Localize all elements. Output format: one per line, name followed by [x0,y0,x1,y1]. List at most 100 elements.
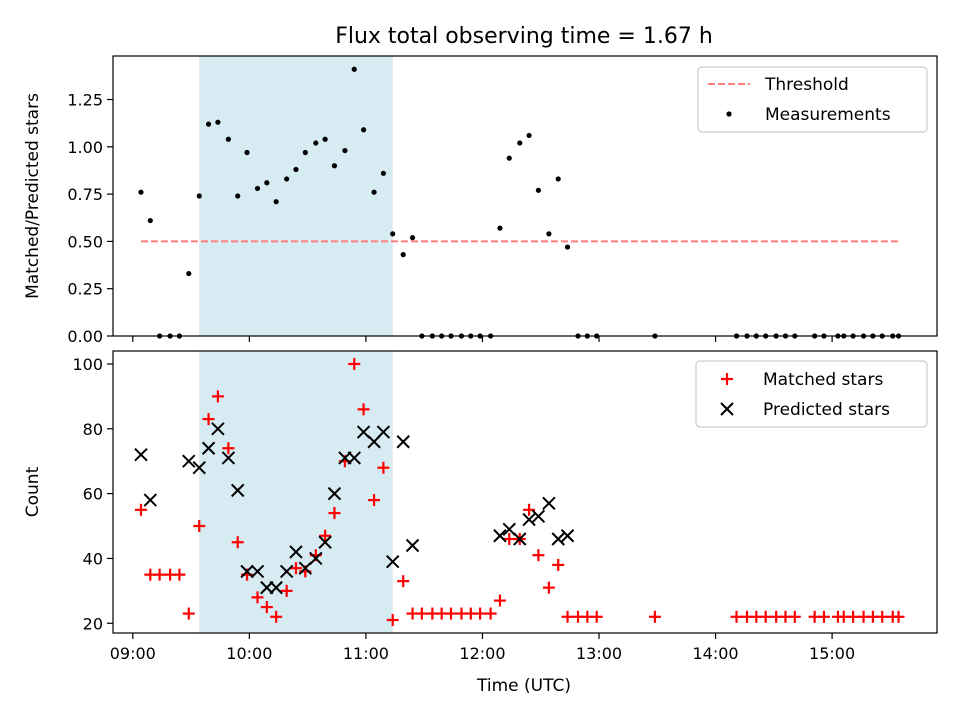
bottom-y-axis: 20 40 60 80 100 [72,355,113,633]
predicted-star-point [289,545,303,559]
measurement-point [535,187,542,193]
bot-y-tick-label: 40 [83,549,103,568]
measurement-point [497,225,503,231]
predicted-star-point [309,551,323,566]
measurement-point [390,231,396,237]
top-y-tick-label: 1.25 [67,91,103,110]
matched-star-point [153,568,166,581]
matched-star-point [289,562,302,575]
measurement-point [313,140,319,146]
matched-star-point [493,594,506,607]
predicted-star-point [269,580,283,595]
x-tick-label: 11:00 [343,644,389,663]
matched-star-point [503,533,516,545]
measurement-point [254,185,261,192]
measurement-point [186,270,192,277]
predicted-star-point [560,529,575,543]
matched-star-point [173,568,186,581]
top-y-tick-label: 0.00 [67,327,103,346]
predicted-star-point [182,454,196,468]
measurement-point [235,193,241,199]
matched-legend-label: Matched stars [763,370,883,390]
matched-legend-swatch [721,373,733,385]
bot-y-tick-label: 60 [83,485,103,504]
matched-star-point [182,607,195,620]
bottom-series-layer [134,357,905,627]
predicted-star-point [542,496,556,511]
measurement-point [546,231,552,237]
matched-star-point [552,558,565,571]
measurement-point [400,252,406,258]
predicted-star-point [240,564,254,579]
top-y-tick-label: 1.00 [67,138,103,157]
x-axis-label: Time (UTC) [476,676,571,696]
x-tick-label: 12:00 [459,644,505,663]
matched-star-point [222,442,235,455]
predicted-star-point [134,448,148,462]
measurement-point [147,217,153,224]
matched-star-point [348,357,361,370]
measurement-point [284,176,290,182]
top-series-layer [138,66,902,339]
predicted-star-point [327,486,342,501]
bottom-plot-frame [112,350,938,634]
top-legend-box [697,66,928,133]
x-tick-label: 09:00 [110,644,156,663]
predicted-star-point [347,451,361,465]
ratio-panel: 0.00 0.25 0.50 0.75 1.00 1.25 Matched/Predict… [23,55,938,346]
measurements-legend-label: Measurements [765,105,891,125]
matched-star-point [648,610,661,623]
top-legend: Threshold Measurements [697,66,928,133]
bottom-x-axis: 09:00 10:00 11:00 12:00 13:00 14:00 15:00 [110,633,855,663]
matched-star-point [260,601,273,614]
predicted-star-point [143,493,158,507]
measurement-point [526,132,532,139]
measurement-point [517,140,523,146]
predicted-star-point [231,483,245,498]
bottom-legend-box [695,360,928,428]
predicted-star-point [318,535,332,549]
predicted-star-point [386,554,400,569]
matched-star-point [397,575,410,588]
predicted-star-point [513,532,527,546]
measurement-point [215,119,221,125]
predicted-star-point [502,522,516,536]
measurement-point [244,149,250,156]
matched-star-point [377,461,390,474]
measurement-point [371,189,377,195]
measurement-point [331,163,338,169]
predicted-star-point [522,512,536,527]
predicted-star-point [531,509,546,524]
matched-star-point [474,607,487,620]
measurement-point [360,127,367,133]
bottom-legend: Matched stars Predicted stars [695,360,928,428]
matched-star-point [202,413,215,426]
measurement-point [506,155,512,161]
matched-star-point [532,549,545,562]
matched-star-point [876,610,889,623]
matched-star-point [134,503,147,516]
predicted-star-point [551,532,565,546]
measurement-point [409,235,416,241]
matched-star-point [270,610,283,623]
matched-star-point [590,610,603,623]
measurement-point [555,176,561,182]
predicted-star-point [211,422,225,436]
top-plot-frame [112,55,938,337]
predicted-star-point [396,435,410,449]
predicted-star-point [376,425,391,439]
measurement-point [322,136,328,142]
matched-star-point [484,607,497,620]
matched-star-point [251,591,264,604]
matched-star-point [280,584,293,597]
predicted-star-point [221,451,236,465]
predicted-star-point [405,538,420,553]
matched-star-point [415,607,428,620]
matched-star-point [892,610,905,623]
predicted-star-point [493,529,507,543]
measurement-point [205,121,212,127]
matched-star-point [817,610,830,623]
predicted-star-point [298,561,313,575]
measurements-legend-swatch [726,111,732,117]
